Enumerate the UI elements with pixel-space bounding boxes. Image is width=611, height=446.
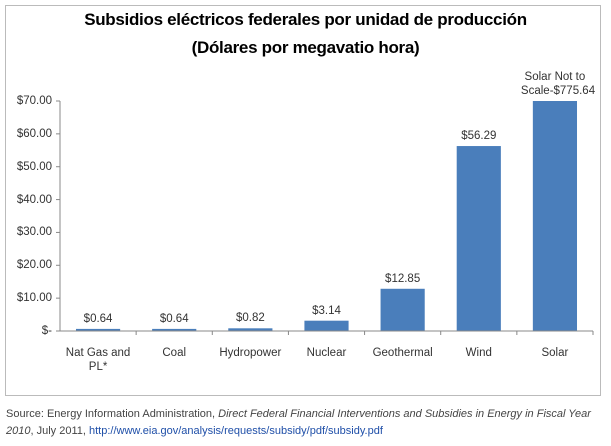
x-tick-label: Wind [465, 347, 492, 359]
y-tick-label: $70.00 [16, 95, 52, 107]
bar [152, 328, 197, 331]
chart-subtitle: (Dólares por megavatio hora) [191, 38, 420, 57]
x-tick-label: Nat Gas and PL* [65, 347, 131, 373]
chart-frame [5, 5, 601, 396]
value-label: Solar Not to Scale-$775.64 [520, 71, 596, 97]
x-tick-label: Solar [541, 347, 569, 359]
bar [304, 320, 349, 331]
y-tick-label: $- [41, 325, 52, 337]
chart-title: Subsidios eléctricos federales por unida… [84, 10, 527, 29]
y-tick-label: $20.00 [16, 259, 52, 272]
y-tick-label: $60.00 [16, 127, 52, 140]
chart [5, 5, 601, 396]
bar [75, 328, 121, 331]
plot-area [75, 101, 578, 331]
source-link[interactable]: http://www.eia.gov/analysis/requests/sub… [88, 425, 383, 437]
bar [380, 288, 425, 331]
x-tick-label: Nuclear [306, 347, 347, 359]
bar [228, 328, 273, 331]
source-note: Source: Energy Information Administratio… [6, 406, 606, 440]
source-text: Source: Energy Information Administratio… [6, 408, 219, 420]
y-tick-label: $30.00 [16, 226, 52, 239]
bar [532, 101, 578, 331]
x-tick-label: Coal [162, 347, 187, 359]
value-label: $12.85 [385, 272, 421, 285]
source-date: , July 2011, [30, 425, 89, 437]
y-tick-label: $40.00 [16, 193, 52, 206]
value-label: $0.64 [83, 312, 113, 325]
value-label: $56.29 [461, 130, 497, 143]
x-tick-label: Geothermal [372, 347, 433, 359]
x-tick-label: Hydropower [219, 347, 282, 359]
y-tick-label: $10.00 [16, 292, 52, 305]
value-label: $0.64 [159, 312, 189, 325]
y-tick-label: $50.00 [16, 160, 52, 173]
source-document: Direct Federal Financial Interventions a… [6, 408, 591, 437]
value-label: $0.82 [235, 312, 265, 325]
value-label: $3.14 [312, 304, 341, 317]
bar [456, 146, 501, 331]
